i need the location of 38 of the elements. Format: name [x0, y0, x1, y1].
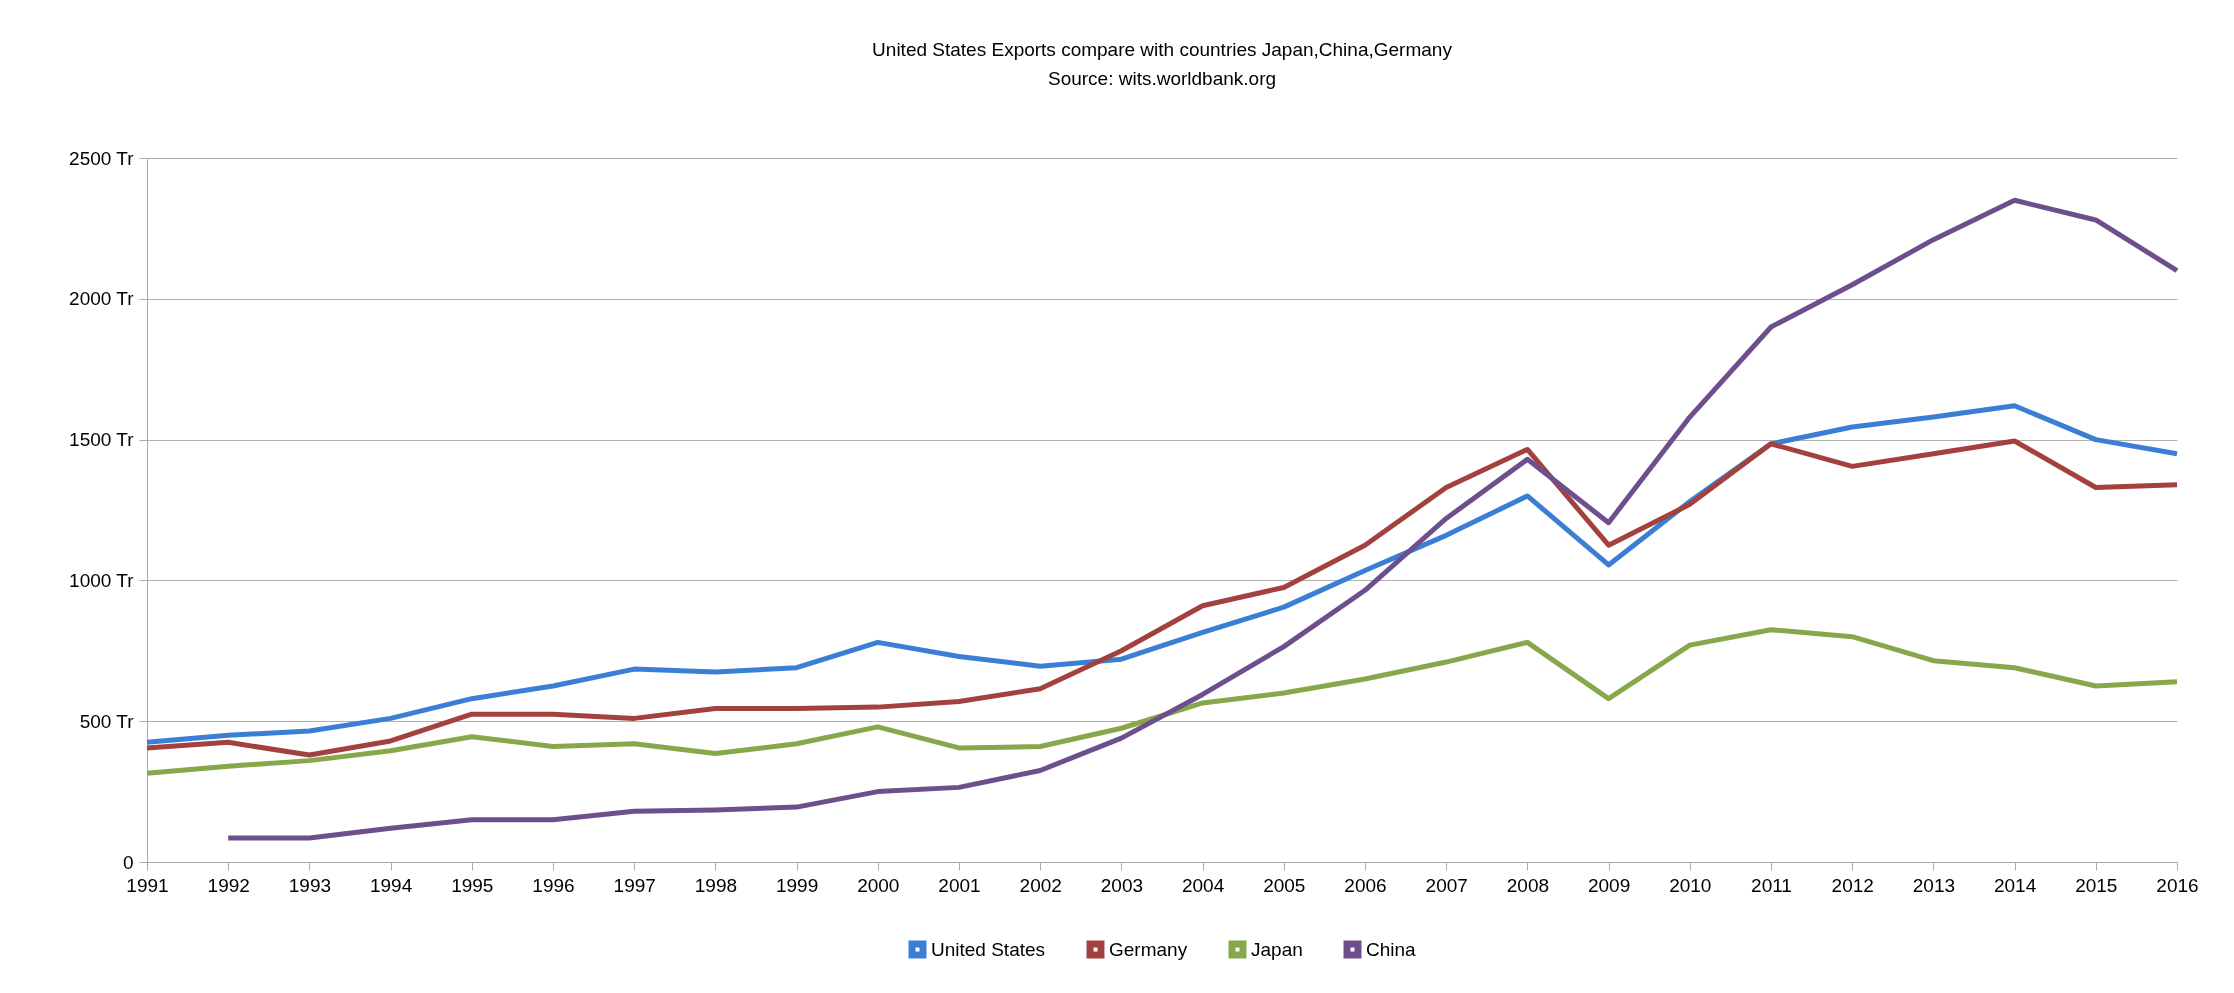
- x-tick-label: 1991: [126, 874, 169, 896]
- x-tick-label: 2000: [857, 874, 900, 896]
- y-tick-label: 1500 Tr: [69, 429, 135, 451]
- legend-label: China: [1366, 938, 1417, 960]
- legend-label: Japan: [1251, 938, 1303, 960]
- x-tick-label: 2001: [938, 874, 981, 896]
- x-tick-label: 1995: [451, 874, 494, 896]
- x-tick-label: 1994: [369, 874, 413, 896]
- x-tick-label: 1999: [775, 874, 819, 896]
- x-tick-label: 2012: [1831, 874, 1874, 896]
- x-tick-label: 2015: [2075, 874, 2118, 896]
- x-tick-label: 1993: [288, 874, 332, 896]
- x-tick-label: 2003: [1100, 874, 1144, 896]
- x-tick-label: 2011: [1751, 874, 1792, 896]
- legend-label: Germany: [1109, 938, 1188, 960]
- x-tick-label: 2005: [1263, 874, 1306, 896]
- x-tick-label: 2010: [1669, 874, 1712, 896]
- y-tick-label: 1000 Tr: [69, 569, 135, 591]
- y-tick-label: 2500 Tr: [69, 147, 135, 169]
- x-tick-label: 2007: [1425, 874, 1468, 896]
- x-tick-label: 2004: [1181, 874, 1225, 896]
- chart-title: United States Exports compare with countries Japan,China,Germany: [872, 39, 1453, 60]
- x-tick-label: 2009: [1587, 874, 1631, 896]
- x-tick-label: 2008: [1506, 874, 1550, 896]
- x-tick-label: 2013: [1912, 874, 1956, 896]
- x-tick-label: 1998: [694, 874, 738, 896]
- x-tick-label: 2016: [2156, 874, 2199, 896]
- x-tick-label: 1997: [613, 874, 656, 896]
- x-tick-label: 1992: [207, 874, 250, 896]
- x-tick-label: 2006: [1344, 874, 1387, 896]
- chart-subtitle: Source: wits.worldbank.org: [1047, 68, 1277, 89]
- x-tick-label: 2002: [1019, 874, 1062, 896]
- legend-label: United States: [931, 938, 1046, 960]
- x-tick-label: 2014: [1993, 874, 2037, 896]
- y-tick-label: 0: [122, 851, 134, 873]
- x-tick-label: 1996: [532, 874, 575, 896]
- y-tick-label: 2000 Tr: [69, 288, 135, 310]
- y-tick-label: 500 Tr: [79, 710, 135, 732]
